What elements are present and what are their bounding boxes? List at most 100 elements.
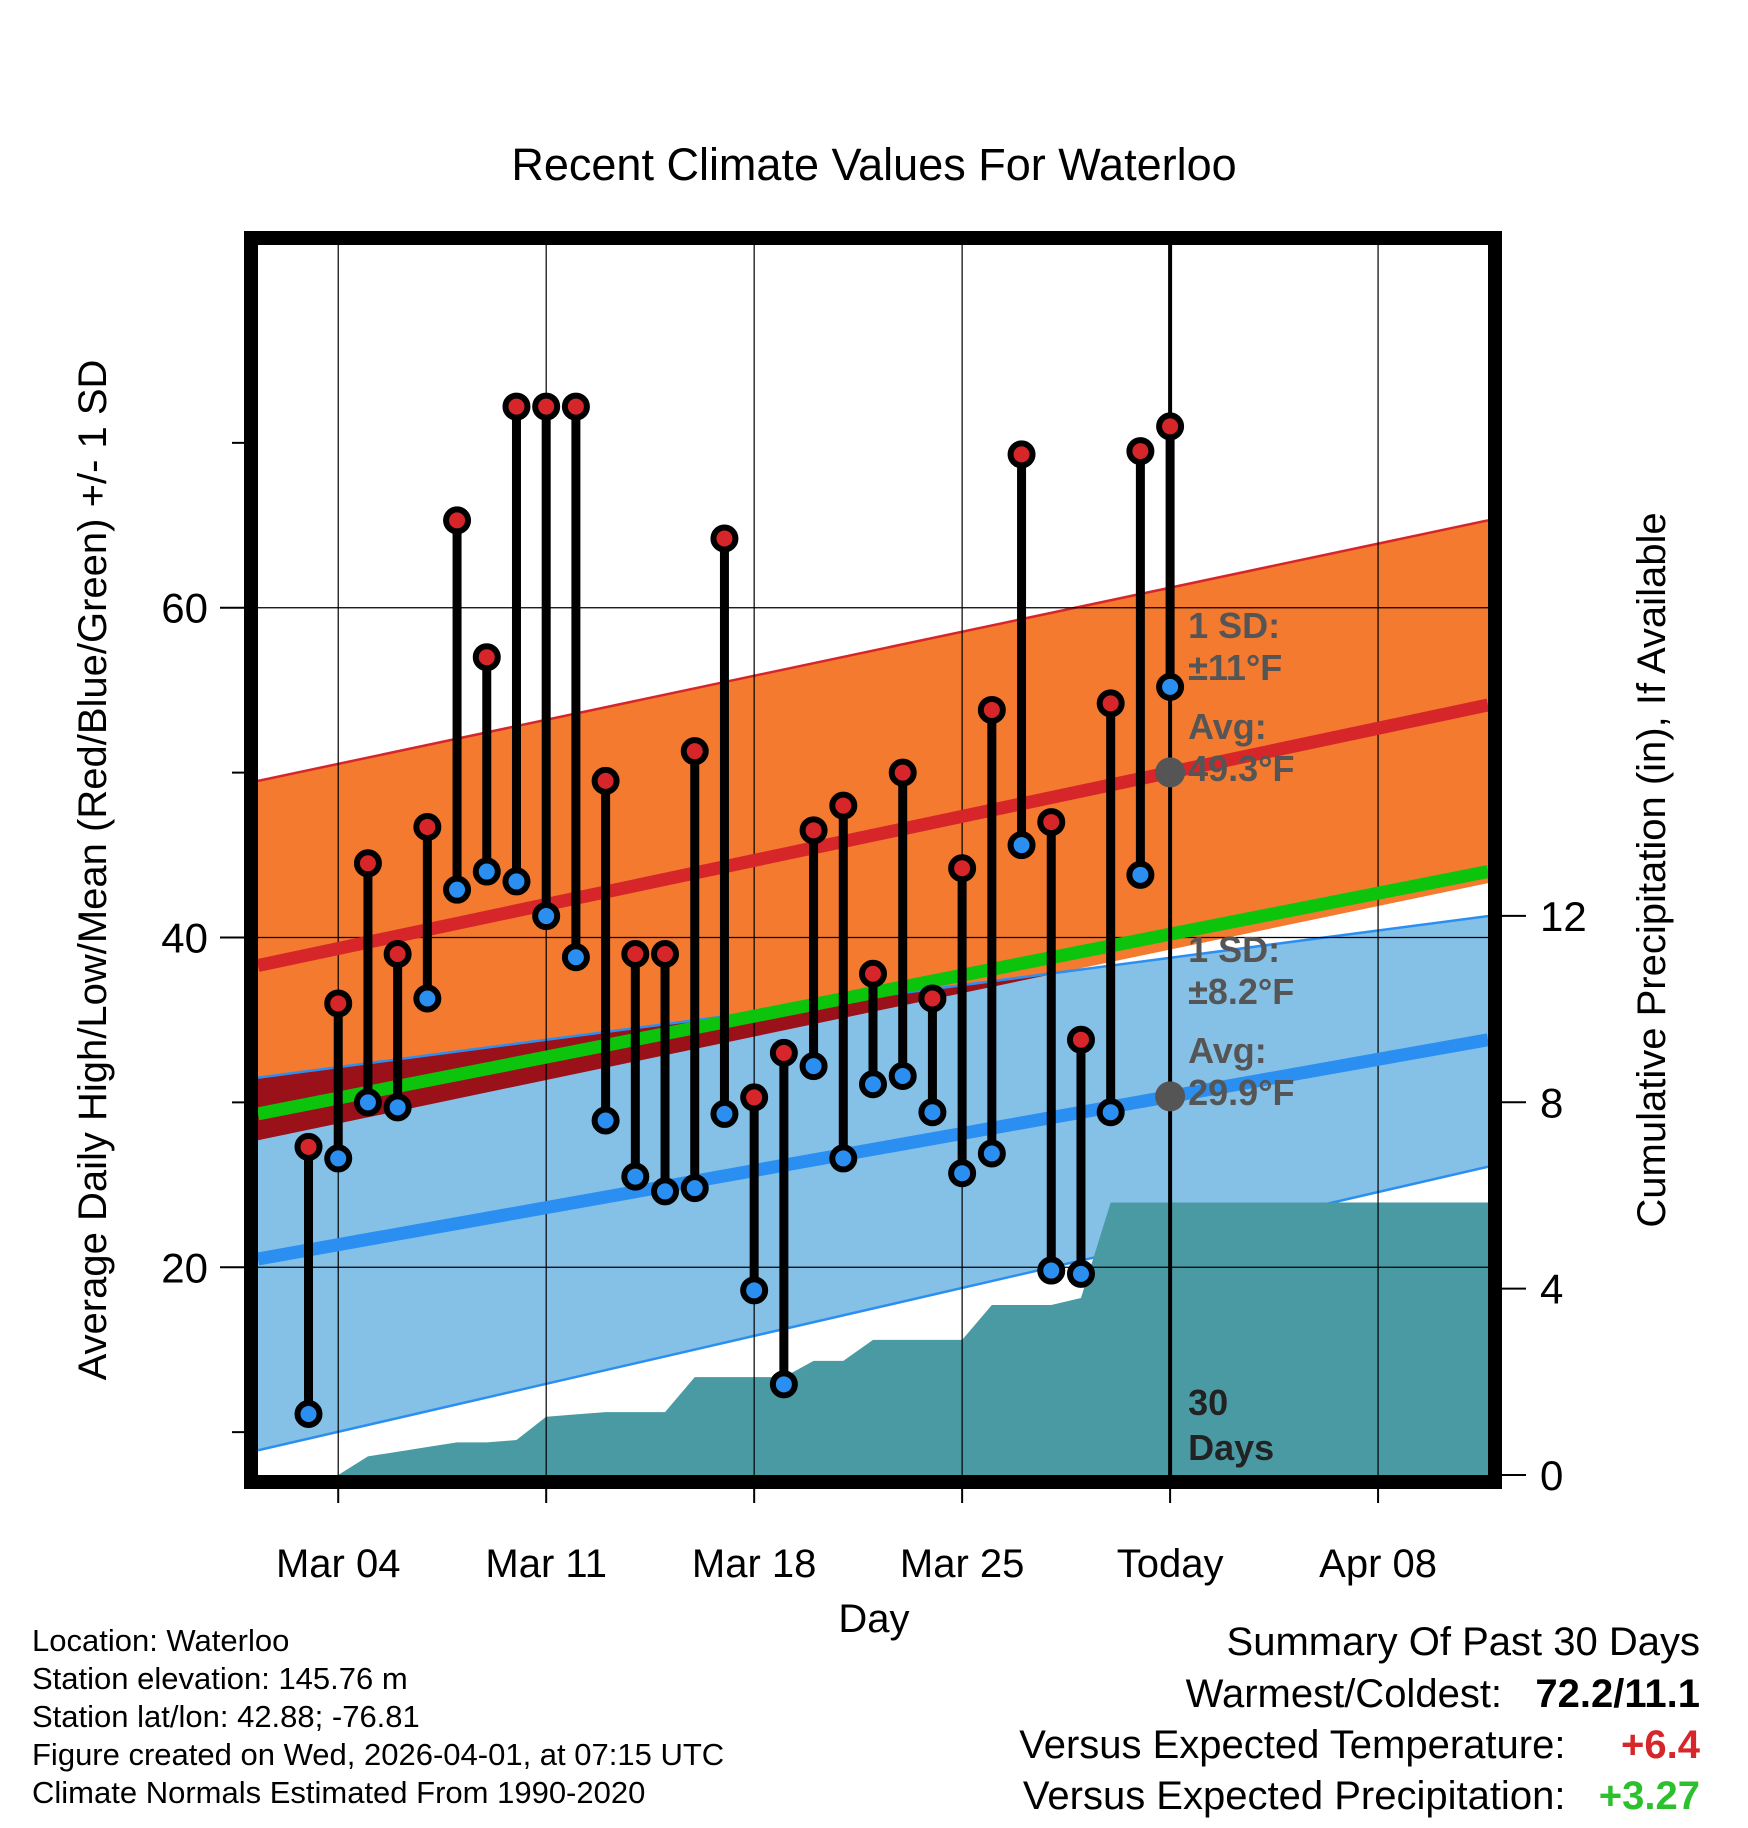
summary-temp: Versus Expected Temperature: +6.4 xyxy=(1019,1723,1700,1768)
low-point xyxy=(591,1106,620,1135)
x-tick-label: Mar 25 xyxy=(900,1542,1025,1586)
low-avg-label: Avg: xyxy=(1188,1030,1267,1071)
low-normal-line xyxy=(258,1033,1488,1266)
y2-tick-label: 8 xyxy=(1540,1079,1563,1126)
high-point xyxy=(383,939,412,968)
high-avg-label: Avg: xyxy=(1188,706,1267,747)
high-point xyxy=(918,984,947,1013)
high-point xyxy=(324,989,353,1018)
period-label-count: 30 xyxy=(1188,1382,1228,1423)
low-point xyxy=(1007,831,1036,860)
low-point xyxy=(294,1399,323,1428)
high-normal-line xyxy=(258,698,1488,972)
chart-title: Recent Climate Values For Waterloo xyxy=(511,139,1236,190)
low-point xyxy=(1126,860,1155,889)
summary-warmest-label: Warmest/Coldest: xyxy=(1185,1672,1503,1716)
low-point xyxy=(1156,672,1185,701)
period-label-unit: Days xyxy=(1188,1427,1274,1468)
y-tick-label: 20 xyxy=(161,1244,208,1291)
summary-title: Summary Of Past 30 Days xyxy=(1226,1620,1700,1664)
low-point xyxy=(532,902,561,931)
high-point xyxy=(829,791,858,820)
low-point xyxy=(977,1139,1006,1168)
high-avg-value: 49.3°F xyxy=(1188,748,1294,789)
low-point xyxy=(353,1088,382,1117)
low-sd-value: ±8.2°F xyxy=(1188,971,1294,1012)
high-point xyxy=(948,854,977,883)
plot-inner xyxy=(258,245,1488,1475)
y-tick-label: 60 xyxy=(161,585,208,632)
info-location: Location: Waterloo xyxy=(32,1623,290,1658)
x-tick-label: Mar 18 xyxy=(692,1542,817,1586)
low-avg-value: 29.9°F xyxy=(1188,1072,1294,1113)
x-tick-label: Mar 11 xyxy=(485,1542,607,1586)
low-point xyxy=(859,1070,887,1099)
y2-tick-label: 12 xyxy=(1540,893,1587,940)
high-point xyxy=(859,959,887,988)
info-created: Figure created on Wed, 2026-04-01, at 07… xyxy=(32,1737,725,1772)
x-tick-label: Today xyxy=(1117,1542,1224,1586)
low-point xyxy=(948,1159,977,1188)
info-elevation: Station elevation: 145.76 m xyxy=(32,1661,408,1696)
x-tick-label: Apr 08 xyxy=(1319,1542,1437,1586)
high-point xyxy=(294,1132,323,1161)
high-point xyxy=(1007,440,1036,469)
high-sd-upper-line xyxy=(258,519,1488,783)
y-tick-label: 40 xyxy=(161,914,208,961)
summary-temp-label: Versus Expected Temperature: xyxy=(1019,1723,1566,1767)
low-point xyxy=(502,867,531,896)
low-point xyxy=(680,1174,709,1203)
low-point xyxy=(1096,1098,1125,1127)
low-point xyxy=(1066,1259,1095,1288)
low-point xyxy=(443,875,472,904)
high-sd-label: 1 SD: xyxy=(1188,605,1280,646)
high-point xyxy=(443,506,472,535)
high-point xyxy=(532,392,561,421)
low-point xyxy=(799,1052,828,1081)
summary-precip-value: +3.27 xyxy=(1598,1774,1700,1818)
high-point xyxy=(1066,1025,1095,1054)
high-point xyxy=(740,1083,769,1112)
summary-warmest: Warmest/Coldest: 72.2/11.1 xyxy=(1186,1672,1700,1717)
summary-warmest-value: 72.2/11.1 xyxy=(1535,1672,1700,1716)
y2-tick-label: 0 xyxy=(1540,1452,1563,1499)
high-point xyxy=(680,737,709,766)
low-point xyxy=(918,1098,947,1127)
low-point xyxy=(1037,1256,1066,1285)
high-point xyxy=(799,816,828,845)
y2-tick-label: 4 xyxy=(1540,1266,1563,1313)
high-point xyxy=(502,392,531,421)
low-point xyxy=(324,1144,353,1173)
y-axis-label: Average Daily High/Low/Mean (Red/Blue/Gr… xyxy=(71,360,115,1381)
high-point xyxy=(651,939,680,968)
high-point xyxy=(888,758,917,787)
summary-temp-value: +6.4 xyxy=(1621,1723,1700,1767)
low-point xyxy=(561,943,590,972)
high-sd-value: ±11°F xyxy=(1188,647,1282,688)
high-point xyxy=(353,849,382,878)
low-point xyxy=(769,1370,798,1399)
high-point xyxy=(621,939,650,968)
high-point xyxy=(472,643,501,672)
low-point xyxy=(621,1162,650,1191)
summary-precip: Versus Expected Precipitation: +3.27 xyxy=(1023,1774,1700,1819)
info-normals: Climate Normals Estimated From 1990-2020 xyxy=(32,1775,646,1810)
low-point xyxy=(710,1099,739,1128)
high-point xyxy=(769,1038,798,1067)
low-point xyxy=(413,984,442,1013)
low-avg-marker xyxy=(1155,1081,1186,1112)
precip-area xyxy=(338,1202,1488,1475)
summary-precip-label: Versus Expected Precipitation: xyxy=(1022,1774,1566,1818)
x-axis-label: Day xyxy=(838,1597,909,1641)
high-point xyxy=(1096,689,1125,718)
high-point xyxy=(1126,437,1155,466)
low-sd-label: 1 SD: xyxy=(1188,929,1280,970)
high-point xyxy=(1037,808,1066,837)
low-point xyxy=(383,1093,412,1122)
low-point xyxy=(740,1276,769,1305)
info-latlon: Station lat/lon: 42.88; -76.81 xyxy=(32,1699,420,1734)
low-point xyxy=(651,1177,680,1206)
high-point xyxy=(591,766,620,795)
